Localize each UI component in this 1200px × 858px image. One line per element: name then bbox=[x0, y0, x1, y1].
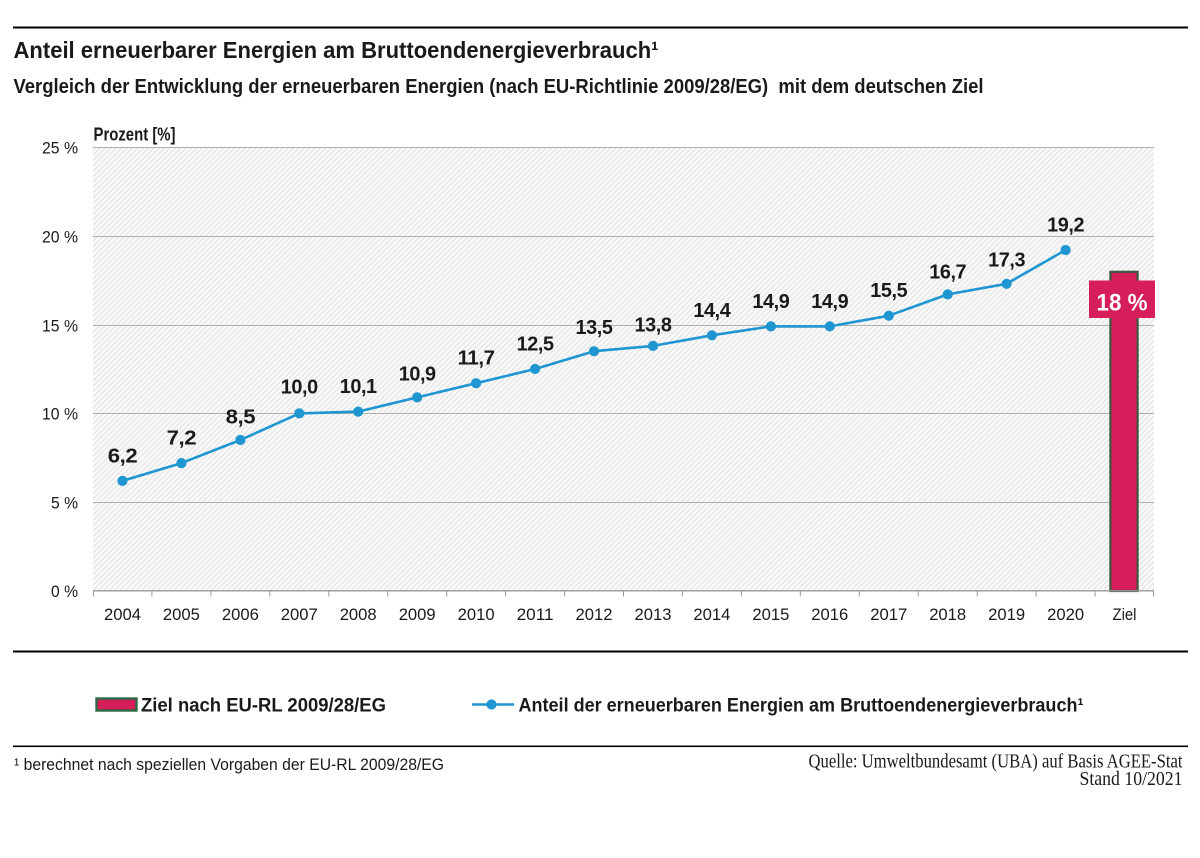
svg-text:2009: 2009 bbox=[399, 605, 436, 624]
svg-text:2012: 2012 bbox=[576, 605, 613, 624]
svg-text:20 %: 20 % bbox=[42, 228, 78, 247]
svg-text:18 %: 18 % bbox=[1097, 290, 1148, 317]
svg-text:2016: 2016 bbox=[811, 605, 848, 624]
svg-text:Stand 10/2021: Stand 10/2021 bbox=[1080, 768, 1183, 790]
svg-text:5 %: 5 % bbox=[51, 494, 78, 513]
svg-text:10,1: 10,1 bbox=[340, 376, 377, 398]
svg-text:Quelle: Umweltbundesamt (UBA): Quelle: Umweltbundesamt (UBA) auf Basis … bbox=[809, 751, 1183, 773]
svg-text:14,4: 14,4 bbox=[693, 300, 731, 322]
svg-text:2017: 2017 bbox=[870, 605, 907, 624]
svg-text:Vergleich der Entwicklung der: Vergleich der Entwicklung der erneuerbar… bbox=[14, 75, 984, 98]
svg-text:2008: 2008 bbox=[340, 605, 377, 624]
svg-text:Anteil der erneuerbaren Energi: Anteil der erneuerbaren Energien am Brut… bbox=[519, 696, 1084, 717]
svg-text:2006: 2006 bbox=[222, 605, 259, 624]
svg-text:15 %: 15 % bbox=[42, 317, 78, 336]
svg-text:13,8: 13,8 bbox=[635, 315, 672, 337]
svg-text:0 %: 0 % bbox=[51, 582, 78, 601]
svg-text:11,7: 11,7 bbox=[458, 348, 495, 370]
svg-text:2010: 2010 bbox=[458, 605, 495, 624]
svg-text:14,9: 14,9 bbox=[811, 291, 848, 313]
svg-text:Anteil erneuerbarer Energien a: Anteil erneuerbarer Energien am Bruttoen… bbox=[14, 37, 659, 63]
svg-text:2005: 2005 bbox=[163, 605, 200, 624]
svg-text:15,5: 15,5 bbox=[870, 280, 907, 302]
svg-text:14,9: 14,9 bbox=[752, 291, 789, 313]
svg-text:2013: 2013 bbox=[635, 605, 672, 624]
svg-text:Ziel: Ziel bbox=[1113, 605, 1137, 624]
svg-text:2011: 2011 bbox=[517, 605, 554, 624]
svg-text:6,2: 6,2 bbox=[108, 445, 138, 467]
svg-text:13,5: 13,5 bbox=[576, 317, 613, 339]
svg-text:10 %: 10 % bbox=[42, 405, 78, 424]
svg-text:12,5: 12,5 bbox=[517, 334, 554, 356]
svg-text:2004: 2004 bbox=[104, 605, 141, 624]
svg-text:2007: 2007 bbox=[281, 605, 318, 624]
svg-text:10,9: 10,9 bbox=[399, 364, 436, 386]
svg-text:10,0: 10,0 bbox=[281, 376, 318, 398]
svg-text:Prozent [%]: Prozent [%] bbox=[94, 125, 176, 145]
svg-text:Ziel nach EU-RL 2009/28/EG: Ziel nach EU-RL 2009/28/EG bbox=[141, 696, 386, 717]
svg-text:2020: 2020 bbox=[1047, 605, 1084, 624]
svg-text:7,2: 7,2 bbox=[167, 428, 197, 450]
svg-text:2014: 2014 bbox=[693, 605, 730, 624]
svg-text:2018: 2018 bbox=[929, 605, 966, 624]
svg-text:17,3: 17,3 bbox=[988, 249, 1025, 271]
svg-text:16,7: 16,7 bbox=[929, 261, 966, 283]
svg-text:19,2: 19,2 bbox=[1047, 215, 1084, 237]
svg-text:¹ berechnet nach speziellen Vo: ¹ berechnet nach speziellen Vorgaben der… bbox=[14, 756, 444, 774]
svg-text:2019: 2019 bbox=[988, 605, 1025, 624]
svg-text:2015: 2015 bbox=[752, 605, 789, 624]
svg-text:25 %: 25 % bbox=[42, 139, 78, 158]
svg-text:8,5: 8,5 bbox=[226, 407, 256, 429]
